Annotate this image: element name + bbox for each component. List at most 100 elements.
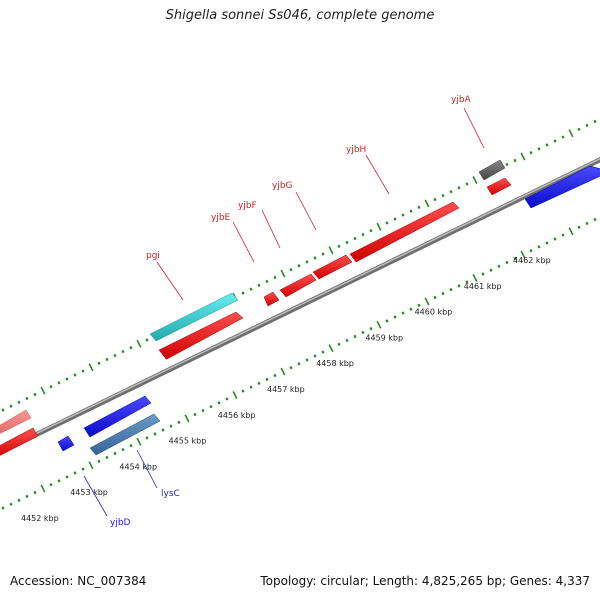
ruler-minor-tick xyxy=(81,467,85,471)
ruler-minor-tick xyxy=(441,291,445,296)
ruler-minor-tick xyxy=(433,197,437,202)
gene-yjbD[interactable] xyxy=(57,435,75,452)
ruler-minor-tick xyxy=(497,264,501,268)
ruler-minor-tick xyxy=(561,233,565,237)
ruler-minor-tick xyxy=(481,272,485,276)
ruler-minor-tick xyxy=(209,405,213,409)
ruler-minor-tick xyxy=(449,190,453,194)
ruler-tick-label: 4461 kbp xyxy=(464,282,502,291)
ruler-minor-tick xyxy=(313,256,317,260)
gene-lysC[interactable] xyxy=(83,395,152,438)
ruler-major-tick xyxy=(520,250,526,259)
gene-left-pink[interactable] xyxy=(0,409,32,436)
gene-label-pgi: pgi xyxy=(146,251,160,261)
ruler-minor-tick xyxy=(201,408,205,413)
ruler-minor-tick xyxy=(1,408,5,412)
ruler-upper xyxy=(1,119,597,412)
ruler-minor-tick xyxy=(577,127,581,131)
ruler-minor-tick xyxy=(409,209,413,213)
topology-text: Topology: circular; Length: 4,825,265 bp… xyxy=(260,574,590,588)
ruler-minor-tick xyxy=(353,236,357,241)
ruler-tick-label: 4460 kbp xyxy=(415,308,453,317)
page-title: Shigella sonnei Ss046, complete genome xyxy=(165,8,435,23)
ruler-tick-label: 4462 kbp xyxy=(513,256,551,265)
ruler-major-tick xyxy=(328,246,334,255)
ruler-minor-tick xyxy=(585,221,589,226)
ruler-minor-tick xyxy=(81,369,85,373)
ruler-minor-tick xyxy=(25,396,29,401)
ruler-minor-tick xyxy=(457,284,461,288)
ruler-minor-tick xyxy=(369,327,373,331)
gene-label-yjbF: yjbF xyxy=(238,201,257,211)
ruler-minor-tick xyxy=(121,447,125,452)
ruler-minor-tick xyxy=(105,455,109,460)
gene-right-blue[interactable] xyxy=(524,165,600,209)
ruler-minor-tick xyxy=(561,135,565,139)
gene-yjbA-lower[interactable] xyxy=(486,177,512,196)
ruler-minor-tick xyxy=(537,147,541,151)
ruler-minor-tick xyxy=(465,280,469,284)
ruler-major-tick xyxy=(424,297,430,306)
ruler-major-tick xyxy=(568,129,574,138)
ruler-minor-tick xyxy=(265,377,269,382)
gene-yjbG[interactable] xyxy=(312,254,353,280)
gene-pgi-lower[interactable] xyxy=(158,311,244,360)
gene-label-yjbA: yjbA xyxy=(451,95,472,105)
ruler-minor-tick xyxy=(9,404,13,408)
ruler-minor-tick xyxy=(505,260,509,265)
ruler-tick-label: 4453 kbp xyxy=(70,488,108,497)
ruler-minor-tick xyxy=(217,401,221,405)
ruler-minor-tick xyxy=(545,241,549,245)
gene-yjbH[interactable] xyxy=(349,201,460,263)
ruler-minor-tick xyxy=(305,358,309,362)
ruler-minor-tick xyxy=(353,334,357,339)
gene-pgi[interactable] xyxy=(149,292,239,342)
ruler-minor-tick xyxy=(57,381,61,385)
ruler-minor-tick xyxy=(393,217,397,221)
ruler-minor-tick xyxy=(449,288,453,292)
ruler-minor-tick xyxy=(289,268,293,272)
gene-left-red[interactable] xyxy=(0,427,39,458)
ruler-minor-tick xyxy=(313,354,317,358)
ruler-minor-tick xyxy=(345,240,349,245)
ruler-major-tick xyxy=(568,227,574,236)
ruler-minor-tick xyxy=(585,123,589,128)
ruler-major-tick xyxy=(520,152,526,161)
ruler-minor-tick xyxy=(297,362,301,366)
ruler-minor-tick xyxy=(1,506,5,510)
ruler-minor-tick xyxy=(593,217,597,222)
ruler-minor-tick xyxy=(73,471,77,475)
ruler-minor-tick xyxy=(97,361,101,365)
gene-yjbF[interactable] xyxy=(279,273,317,298)
ruler-minor-tick xyxy=(33,490,37,495)
ruler-major-tick xyxy=(136,437,142,446)
ruler-major-tick xyxy=(136,339,142,348)
ruler-minor-tick xyxy=(121,349,125,354)
gene-lysC-lower[interactable] xyxy=(89,413,161,456)
ruler-minor-tick xyxy=(305,260,309,264)
ruler-tick-label: 4452 kbp xyxy=(21,514,59,523)
gene-label-yjbE: yjbE xyxy=(211,213,231,223)
ruler-minor-tick xyxy=(385,221,389,225)
ruler-minor-tick xyxy=(193,412,197,417)
ruler-major-tick xyxy=(232,391,238,399)
ruler-minor-tick xyxy=(113,451,117,456)
ruler-minor-tick xyxy=(417,205,421,209)
ruler-minor-tick xyxy=(417,303,421,307)
ruler-minor-tick xyxy=(529,151,533,155)
ruler-minor-tick xyxy=(393,315,397,319)
gene-label-yjbG: yjbG xyxy=(272,181,293,191)
ruler-lower xyxy=(1,217,597,510)
ruler-minor-tick xyxy=(361,232,365,237)
ruler-minor-tick xyxy=(537,245,541,249)
ruler-minor-tick xyxy=(409,307,413,311)
ruler-minor-tick xyxy=(273,275,277,280)
gene-yjbE[interactable] xyxy=(263,291,280,307)
ruler-major-tick xyxy=(40,484,46,493)
ruler-minor-tick xyxy=(17,498,21,502)
ruler-major-tick xyxy=(280,269,286,278)
ruler-minor-tick xyxy=(249,287,253,291)
ruler-major-tick xyxy=(472,274,478,282)
gene-yjbA[interactable] xyxy=(478,159,506,181)
